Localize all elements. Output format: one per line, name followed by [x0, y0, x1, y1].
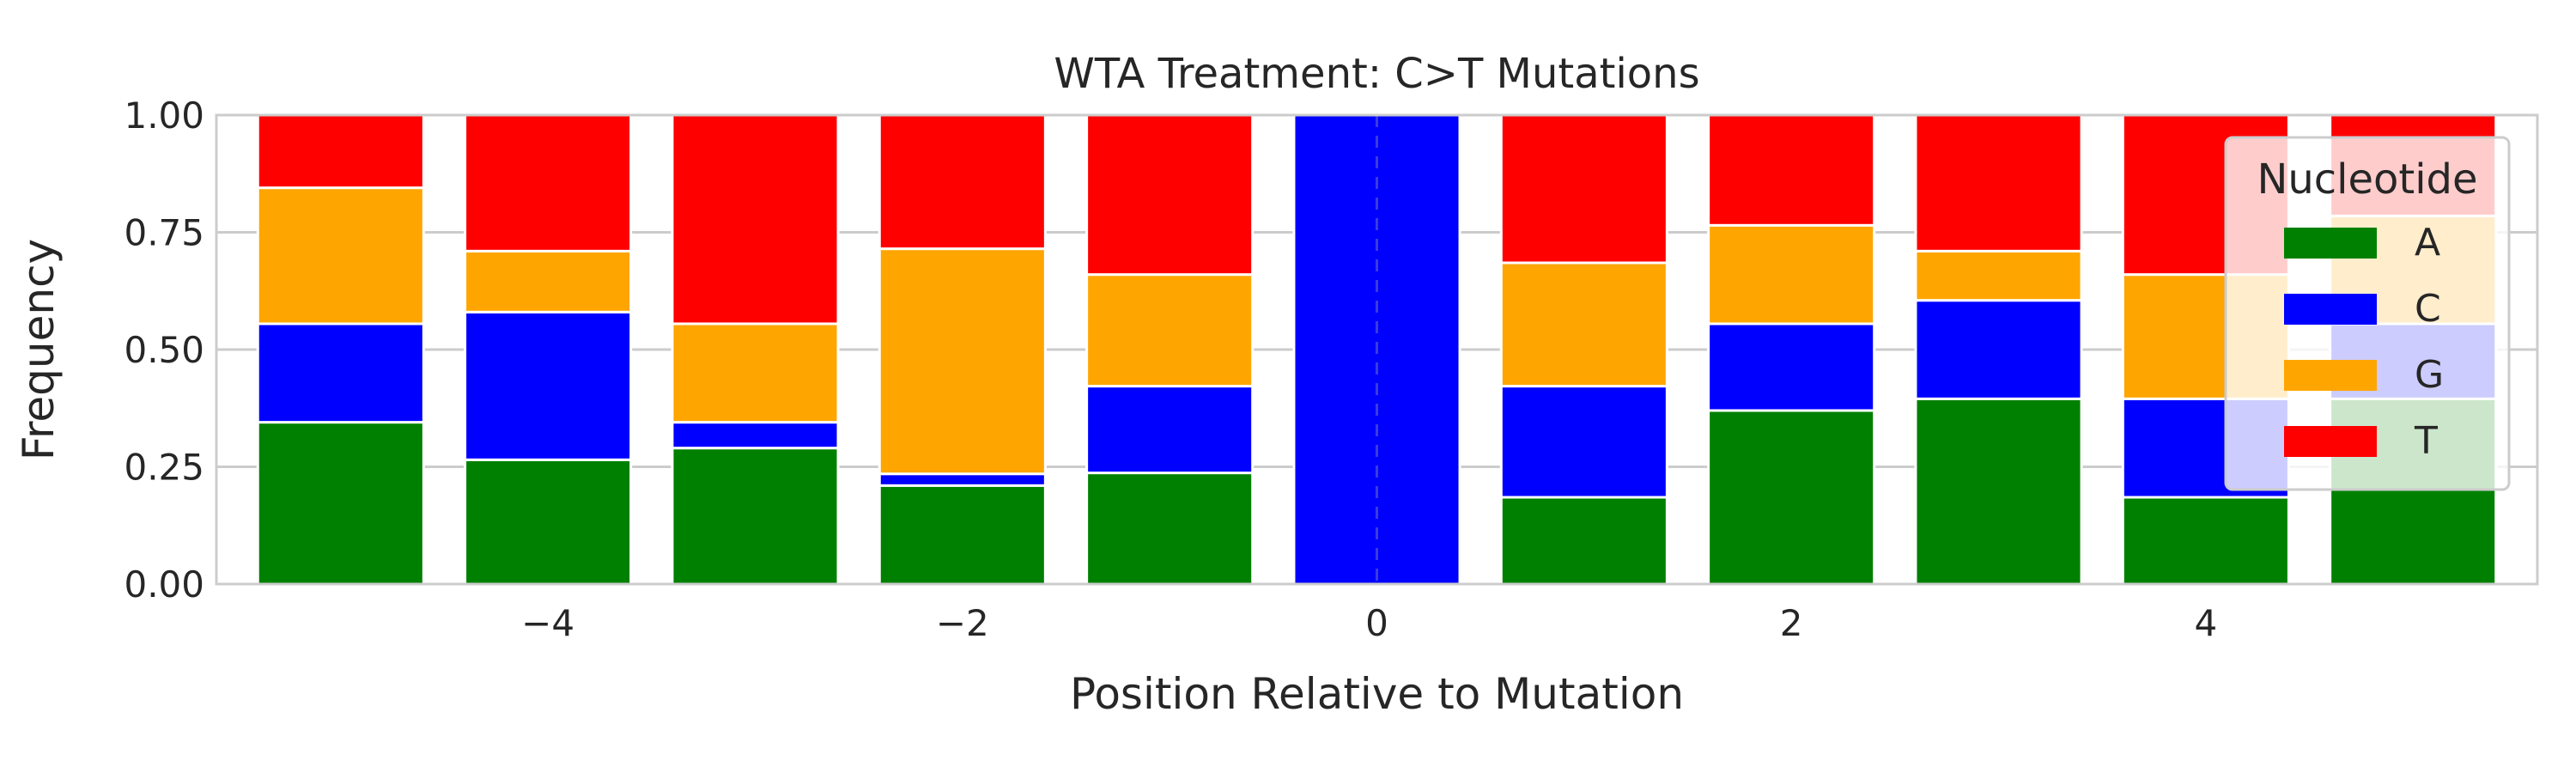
y-tick-label: 0.50 — [124, 329, 204, 371]
bar-A-pos-1 — [1499, 496, 1668, 586]
bar-G-pos--2 — [878, 247, 1047, 476]
bar-C-pos-1 — [1499, 385, 1668, 499]
bar-T-pos-1 — [1499, 113, 1668, 265]
chart-title: WTA Treatment: C>T Mutations — [1054, 50, 1699, 98]
bar-T-pos-3 — [1914, 113, 2083, 253]
bar-A-pos-2 — [1707, 409, 1876, 586]
bar-T-pos--5 — [256, 113, 425, 190]
bar-A-pos--4 — [464, 458, 633, 586]
bar-A-pos--2 — [878, 484, 1047, 586]
bar-A-pos--3 — [671, 447, 840, 586]
legend-label-T: T — [2414, 419, 2438, 463]
bar-T-pos--3 — [671, 113, 840, 326]
bar-T-pos-2 — [1707, 113, 1876, 227]
bar-G-pos-1 — [1499, 261, 1668, 388]
legend-label-A: A — [2415, 221, 2440, 265]
x-tick-label: −2 — [936, 602, 989, 644]
bar-A-pos-4 — [2121, 496, 2290, 586]
bar-C-pos-3 — [1914, 299, 2083, 400]
bar-G-pos--1 — [1085, 273, 1255, 388]
x-tick-label: 4 — [2194, 602, 2217, 644]
bar-T-pos--1 — [1085, 113, 1255, 277]
y-tick-label: 0.00 — [124, 563, 204, 606]
x-tick-label: 2 — [1780, 602, 1803, 644]
x-tick-label: −4 — [521, 602, 574, 644]
legend-swatch-T — [2284, 426, 2377, 457]
x-tick-label: 0 — [1365, 602, 1388, 644]
bar-G-pos-3 — [1914, 249, 2083, 302]
legend-swatch-C — [2284, 294, 2377, 325]
ticks-layer: 0.00 0.25 0.50 0.75 1.00 −4 −2 0 2 4 — [124, 94, 2217, 644]
bar-T-pos--4 — [464, 113, 633, 253]
x-axis-label: Position Relative to Mutation — [1070, 669, 1684, 719]
y-axis-label: Frequency — [14, 239, 64, 460]
legend-label-C: C — [2415, 287, 2441, 331]
bar-A-pos-3 — [1914, 397, 2083, 586]
y-tick-label: 1.00 — [124, 94, 204, 137]
bar-C-pos-2 — [1707, 322, 1876, 412]
y-tick-label: 0.25 — [124, 447, 204, 489]
bar-C-pos--1 — [1085, 385, 1255, 475]
y-tick-label: 0.75 — [124, 212, 204, 254]
bar-T-pos--2 — [878, 113, 1047, 251]
legend-label-G: G — [2415, 353, 2444, 397]
bar-C-pos--3 — [671, 421, 840, 450]
plot-frame — [215, 113, 2539, 586]
legend-swatch-A — [2284, 228, 2377, 259]
bar-A-pos--5 — [256, 421, 425, 586]
bar-C-pos--2 — [878, 472, 1047, 487]
bar-C-pos--5 — [256, 322, 425, 424]
bar-G-pos-2 — [1707, 223, 1876, 326]
bar-G-pos--3 — [671, 322, 840, 424]
bar-G-pos--4 — [464, 249, 633, 313]
legend-swatch-G — [2284, 360, 2377, 391]
legend-title: Nucleotide — [2257, 155, 2477, 204]
bar-G-pos--5 — [256, 186, 425, 326]
bar-A-pos--1 — [1085, 472, 1255, 586]
bar-C-pos--4 — [464, 310, 633, 461]
